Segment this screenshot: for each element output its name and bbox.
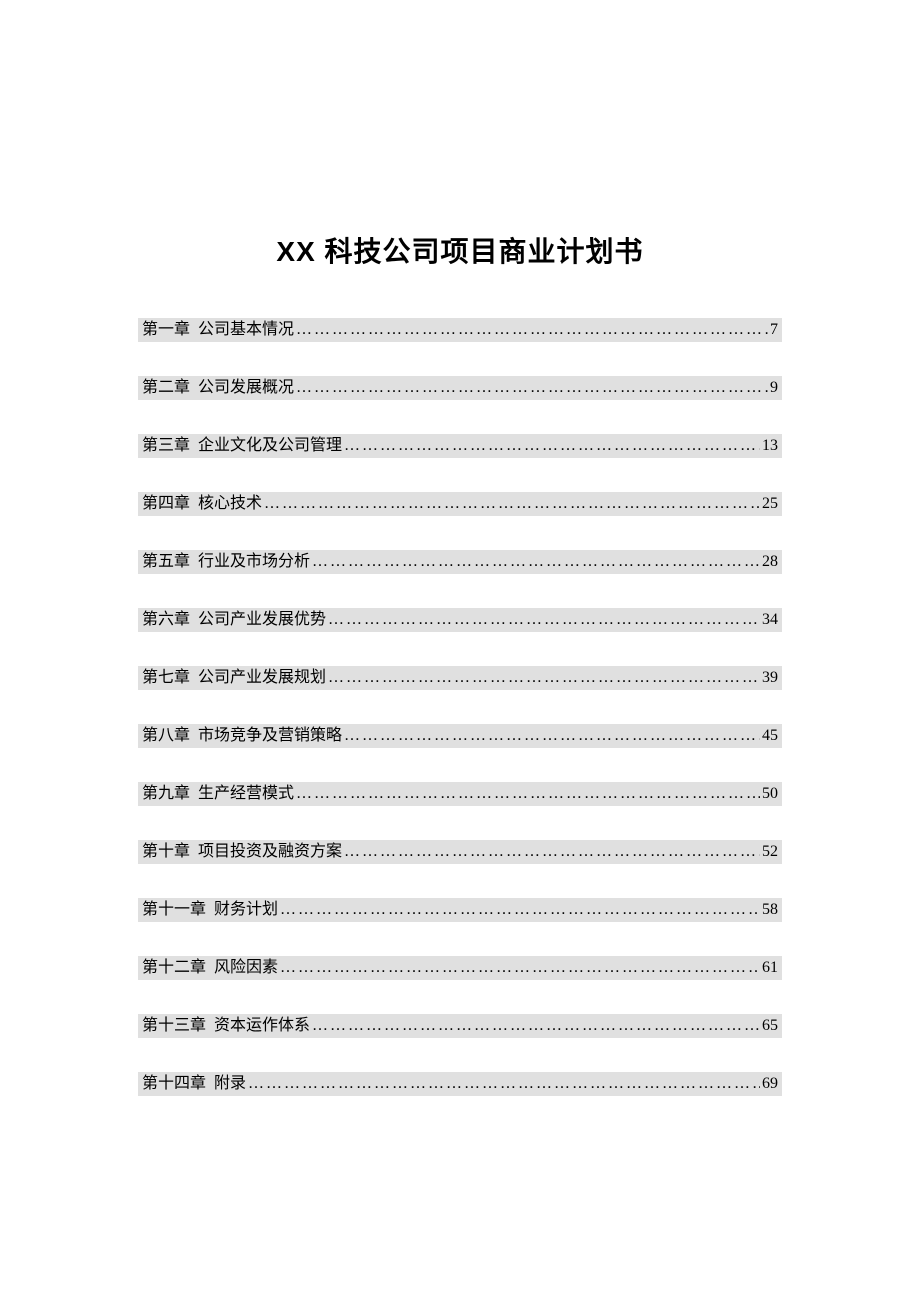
toc-leader-dots: ……………………………………………………………………………………………………………: [328, 668, 760, 688]
toc-chapter-label: 第十四章: [142, 1074, 206, 1094]
toc-chapter-label: 第二章: [142, 378, 190, 398]
toc-item-title: 公司基本情况: [198, 320, 294, 340]
toc-page-number: 34: [762, 610, 778, 630]
toc-chapter-label: 第九章: [142, 784, 190, 804]
toc-leader-dots: ……………………………………………………………………………………………………………: [344, 726, 760, 746]
toc-chapter-label: 第十三章: [142, 1016, 206, 1036]
toc-leader-dots: ……………………………………………………………………………………………………………: [248, 1074, 760, 1094]
toc-leader-dots: ……………………………………………………………………………………………………………: [328, 610, 760, 630]
toc-page-number: 65: [762, 1016, 778, 1036]
toc-chapter-label: 第一章: [142, 320, 190, 340]
toc-leader-dots: ……………………………………………………………………………………………………………: [344, 842, 760, 862]
toc-item: 第八章市场竞争及营销策略……………………………………………………………………………: [138, 724, 782, 748]
toc-chapter-label: 第十二章: [142, 958, 206, 978]
toc-item-title: 生产经营模式: [198, 784, 294, 804]
toc-page-number: 7: [770, 320, 778, 340]
toc-item-title: 核心技术: [198, 494, 262, 514]
toc-chapter-label: 第六章: [142, 610, 190, 630]
toc-item-title: 资本运作体系: [214, 1016, 310, 1036]
toc-item: 第一章公司基本情况……………………………………………………………………………………: [138, 318, 782, 342]
table-of-contents: 第一章公司基本情况……………………………………………………………………………………: [138, 318, 782, 1096]
toc-item: 第七章公司产业发展规划………………………………………………………………………………: [138, 666, 782, 690]
toc-item: 第六章公司产业发展优势………………………………………………………………………………: [138, 608, 782, 632]
toc-chapter-label: 第三章: [142, 436, 190, 456]
toc-leader-dots: ……………………………………………………………………………………………………………: [344, 436, 760, 456]
toc-leader-dots: ……………………………………………………………………………………………………………: [296, 320, 768, 340]
toc-leader-dots: ……………………………………………………………………………………………………………: [296, 378, 768, 398]
toc-page-number: 9: [770, 378, 778, 398]
toc-leader-dots: ……………………………………………………………………………………………………………: [312, 1016, 760, 1036]
document-title: XX 科技公司项目商业计划书: [138, 230, 782, 270]
toc-item-title: 公司发展概况: [198, 378, 294, 398]
toc-item: 第九章生产经营模式……………………………………………………………………………………: [138, 782, 782, 806]
toc-leader-dots: ……………………………………………………………………………………………………………: [296, 784, 760, 804]
toc-item: 第十一章财务计划………………………………………………………………………………………: [138, 898, 782, 922]
toc-page-number: 61: [762, 958, 778, 978]
toc-leader-dots: ……………………………………………………………………………………………………………: [312, 552, 760, 572]
toc-chapter-label: 第四章: [142, 494, 190, 514]
toc-item-title: 公司产业发展优势: [198, 610, 326, 630]
toc-item: 第十章项目投资及融资方案……………………………………………………………………………: [138, 840, 782, 864]
toc-item-title: 附录: [214, 1074, 246, 1094]
toc-page-number: 13: [762, 436, 778, 456]
toc-chapter-label: 第十一章: [142, 900, 206, 920]
toc-item: 第十三章资本运作体系…………………………………………………………………………………: [138, 1014, 782, 1038]
toc-item-title: 公司产业发展规划: [198, 668, 326, 688]
toc-page-number: 58: [762, 900, 778, 920]
toc-item-title: 行业及市场分析: [198, 552, 310, 572]
toc-leader-dots: ……………………………………………………………………………………………………………: [264, 494, 760, 514]
toc-item: 第十四章附录……………………………………………………………………………………………: [138, 1072, 782, 1096]
page-container: XX 科技公司项目商业计划书 第一章公司基本情况……………………………………………: [0, 0, 920, 1096]
toc-item: 第十二章风险因素………………………………………………………………………………………: [138, 956, 782, 980]
toc-item: 第二章公司发展概况……………………………………………………………………………………: [138, 376, 782, 400]
toc-item-title: 市场竞争及营销策略: [198, 726, 342, 746]
toc-page-number: 52: [762, 842, 778, 862]
toc-page-number: 45: [762, 726, 778, 746]
toc-item: 第四章核心技术…………………………………………………………………………………………: [138, 492, 782, 516]
toc-chapter-label: 第七章: [142, 668, 190, 688]
toc-page-number: 28: [762, 552, 778, 572]
toc-leader-dots: ……………………………………………………………………………………………………………: [280, 900, 760, 920]
toc-item-title: 项目投资及融资方案: [198, 842, 342, 862]
toc-item: 第三章企业文化及公司管理……………………………………………………………………………: [138, 434, 782, 458]
toc-item-title: 财务计划: [214, 900, 278, 920]
toc-chapter-label: 第五章: [142, 552, 190, 572]
toc-page-number: 25: [762, 494, 778, 514]
toc-leader-dots: ……………………………………………………………………………………………………………: [280, 958, 760, 978]
toc-item-title: 企业文化及公司管理: [198, 436, 342, 456]
toc-page-number: 69: [762, 1074, 778, 1094]
toc-item: 第五章行业及市场分析…………………………………………………………………………………: [138, 550, 782, 574]
toc-page-number: 39: [762, 668, 778, 688]
toc-item-title: 风险因素: [214, 958, 278, 978]
toc-chapter-label: 第十章: [142, 842, 190, 862]
toc-page-number: 50: [762, 784, 778, 804]
toc-chapter-label: 第八章: [142, 726, 190, 746]
